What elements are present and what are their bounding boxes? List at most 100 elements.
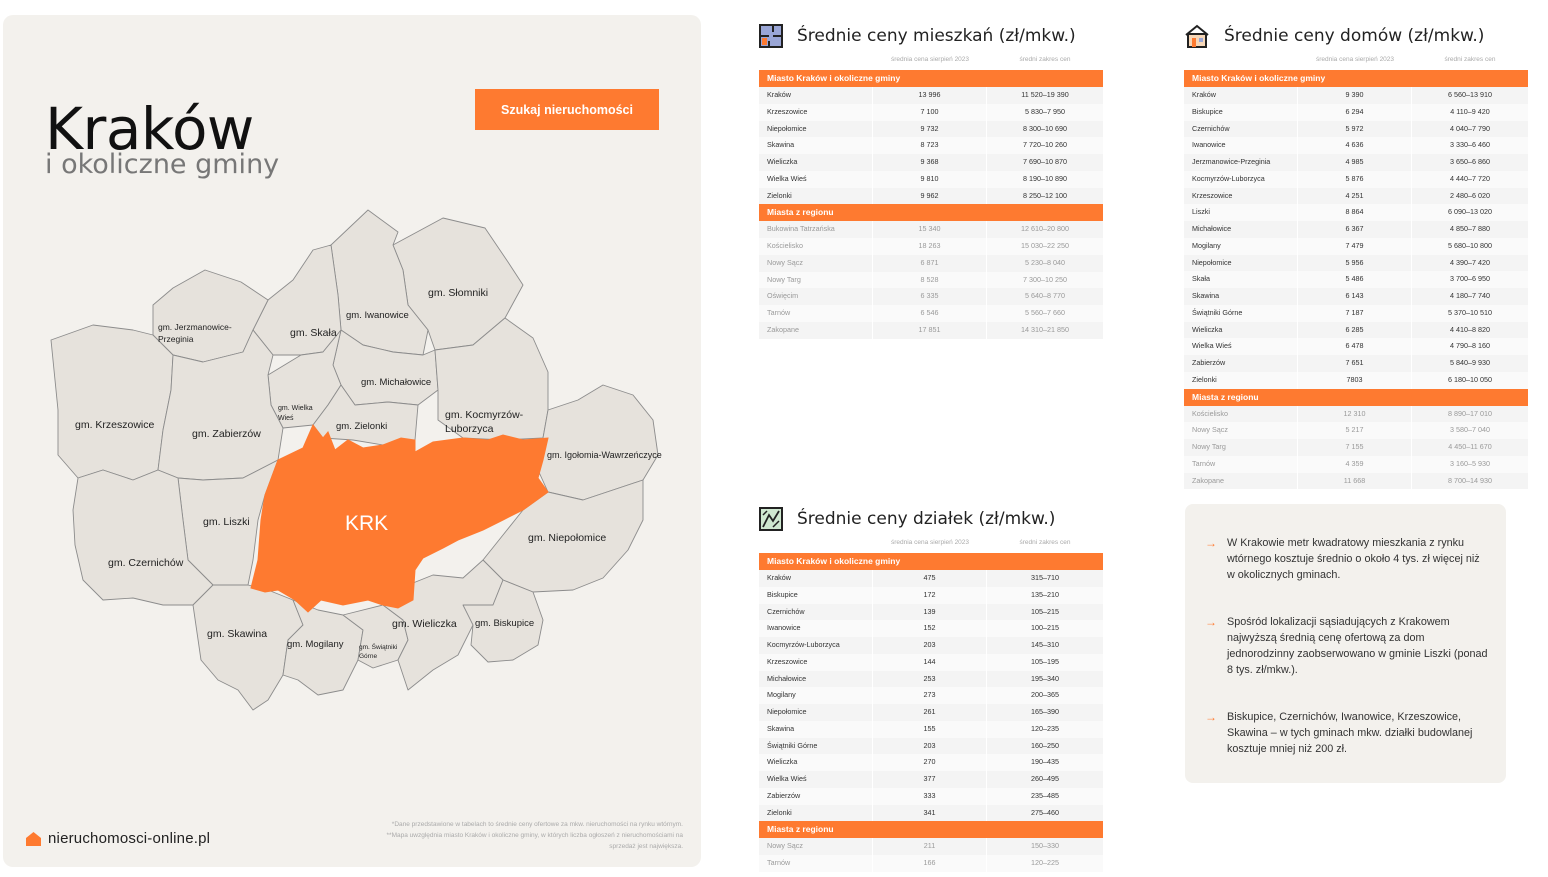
cell-range: 4 440–7 720 bbox=[1450, 173, 1490, 183]
region-biskupice bbox=[462, 579, 544, 663]
house-outline-icon bbox=[1185, 24, 1209, 48]
cell-range: 4 850–7 880 bbox=[1450, 224, 1490, 233]
table-row: Kraków 9 390 6 560–13 910 bbox=[1184, 87, 1528, 104]
table-row: Kościelisko 18 263 15 030–22 250 bbox=[759, 238, 1103, 255]
table-row: Mogilany 7 479 5 680–10 800 bbox=[1184, 237, 1528, 255]
column-headers: średnia cena sierpień 2023 średni zakres… bbox=[759, 539, 1103, 553]
label-wielkawies-1: gm. Wielka bbox=[278, 405, 313, 412]
brand[interactable]: nieruchomosci-online.pl bbox=[25, 830, 210, 847]
cell-range: 3 650–6 860 bbox=[1450, 157, 1490, 166]
cell-range: 3 330–6 460 bbox=[1450, 140, 1490, 150]
cell-location: Oświęcim bbox=[759, 288, 873, 305]
label-jerzmanowice-1: gm. Jerzmanowice- bbox=[158, 322, 232, 332]
table-row: Nowy Targ 8 528 7 300–10 250 bbox=[759, 271, 1103, 289]
cell-price: 17 851 bbox=[873, 321, 987, 339]
cell-location: Zabierzów bbox=[1184, 355, 1298, 372]
cell-location: Krzeszowice bbox=[759, 103, 873, 121]
cell-price: 261 bbox=[873, 704, 987, 721]
cell-range: 190–435 bbox=[1031, 757, 1059, 767]
cell-price: 8 528 bbox=[873, 271, 987, 289]
cell-location: Nowy Targ bbox=[759, 271, 873, 289]
table-row: Biskupice 172 135–210 bbox=[759, 586, 1103, 604]
table-row: Biskupice 6 294 4 110–9 420 bbox=[1184, 103, 1528, 121]
cell-range: 5 640–8 770 bbox=[1025, 291, 1065, 301]
cell-price: 333 bbox=[873, 787, 987, 805]
cell-price: 9 368 bbox=[873, 154, 987, 171]
cell-location: Zielonki bbox=[759, 187, 873, 205]
section-city: Miasto Kraków i okoliczne gminy bbox=[1184, 70, 1528, 87]
table-row: Czernichów 5 972 4 040–7 790 bbox=[1184, 120, 1528, 138]
cell-range: 4 180–7 740 bbox=[1450, 291, 1490, 300]
table-row: Kościelisko 12 310 8 890–17 010 bbox=[1184, 405, 1528, 423]
cell-range: 8 250–12 100 bbox=[1023, 190, 1067, 200]
cell-range: 3 160–5 930 bbox=[1450, 458, 1490, 468]
label-swiatniki-2: Górne bbox=[359, 653, 377, 660]
cell-price: 4 985 bbox=[1298, 154, 1412, 171]
cell-location: Liszki bbox=[1184, 204, 1298, 221]
col-price: średnia cena sierpień 2023 bbox=[890, 539, 970, 546]
cell-range: 195–340 bbox=[1031, 673, 1059, 683]
table-row: Świątniki Górne 7 187 5 370–10 510 bbox=[1184, 304, 1528, 322]
cell-price: 8 723 bbox=[873, 137, 987, 154]
cell-location: Mogilany bbox=[1184, 237, 1298, 255]
cell-price: 18 263 bbox=[873, 238, 987, 255]
cell-range: 8 190–10 890 bbox=[1023, 173, 1067, 183]
cell-location: Kocmyrzów-Luborzyca bbox=[1184, 170, 1298, 188]
insight-item: → W Krakowie metr kwadratowy mieszkania … bbox=[1205, 535, 1490, 583]
cell-price: 5 876 bbox=[1298, 170, 1412, 188]
table-row: Wieliczka 270 190–435 bbox=[759, 754, 1103, 771]
cell-range: 5 840–9 930 bbox=[1450, 358, 1490, 367]
cell-price: 377 bbox=[873, 771, 987, 788]
cell-range: 105–195 bbox=[1031, 656, 1059, 666]
cell-range: 6 090–13 020 bbox=[1448, 207, 1492, 217]
col-price: średnia cena sierpień 2023 bbox=[890, 56, 970, 63]
houses-table: Średnie ceny domów (zł/mkw.) średnia cen… bbox=[1184, 22, 1528, 490]
cell-price: 155 bbox=[873, 720, 987, 738]
table-row: Bukowina Tatrzańska 15 340 12 610–20 800 bbox=[759, 221, 1103, 238]
cell-range: 5 230–8 040 bbox=[1025, 257, 1065, 267]
cell-price: 6 143 bbox=[1298, 288, 1412, 305]
cell-price: 7 187 bbox=[1298, 304, 1412, 322]
table-row: Zakopane 11 668 8 700–14 930 bbox=[1184, 472, 1528, 490]
cell-price: 273 bbox=[873, 687, 987, 704]
plots-table: Średnie ceny działek (zł/mkw.) średnia c… bbox=[759, 505, 1103, 872]
cell-range: 15 030–22 250 bbox=[1021, 241, 1069, 250]
cell-range: 200–365 bbox=[1031, 690, 1059, 700]
cell-range: 120–225 bbox=[1031, 858, 1059, 867]
cell-location: Czernichów bbox=[1184, 120, 1298, 138]
cell-location: Świątniki Górne bbox=[759, 737, 873, 755]
table-row: Skawina 8 723 7 720–10 260 bbox=[759, 137, 1103, 154]
cell-price: 7 651 bbox=[1298, 355, 1412, 372]
cell-location: Niepołomice bbox=[759, 704, 873, 721]
label-krk: KRK bbox=[345, 512, 388, 535]
label-michalowice: gm. Michałowice bbox=[361, 377, 431, 388]
cell-range: 7 690–10 870 bbox=[1023, 157, 1067, 166]
label-kocmyrzow-2: Luborzyca bbox=[445, 423, 494, 435]
cell-location: Kościelisko bbox=[1184, 405, 1298, 423]
cell-location: Biskupice bbox=[759, 586, 873, 604]
label-skala: gm. Skała bbox=[290, 327, 337, 339]
plot-icon bbox=[759, 507, 783, 531]
table-row: Wieliczka 6 285 4 410–8 820 bbox=[1184, 321, 1528, 339]
cell-price: 211 bbox=[873, 838, 987, 855]
label-wieliczka: gm. Wieliczka bbox=[392, 618, 457, 630]
cell-range: 235–485 bbox=[1031, 790, 1059, 800]
table-row: Tarnów 4 359 3 160–5 930 bbox=[1184, 455, 1528, 473]
cell-location: Kraków bbox=[759, 87, 873, 104]
cell-range: 165–390 bbox=[1031, 707, 1059, 716]
cell-location: Iwanowice bbox=[759, 620, 873, 637]
table-row: Świątniki Górne 203 160–250 bbox=[759, 737, 1103, 755]
cell-location: Michałowice bbox=[759, 670, 873, 688]
cell-price: 5 486 bbox=[1298, 271, 1412, 288]
cell-range: 4 040–7 790 bbox=[1450, 123, 1490, 133]
cell-range: 4 450–11 670 bbox=[1448, 442, 1492, 451]
cell-price: 8 864 bbox=[1298, 204, 1412, 221]
search-properties-button[interactable]: Szukaj nieruchomości bbox=[475, 89, 659, 130]
cell-range: 5 370–10 510 bbox=[1448, 307, 1492, 317]
cell-range: 7 300–10 250 bbox=[1023, 274, 1067, 284]
column-headers: średnia cena sierpień 2023 średni zakres… bbox=[759, 56, 1103, 70]
cell-price: 475 bbox=[873, 570, 987, 587]
insights-box: → W Krakowie metr kwadratowy mieszkania … bbox=[1185, 504, 1506, 783]
cell-price: 172 bbox=[873, 586, 987, 604]
cell-location: Kraków bbox=[759, 570, 873, 587]
